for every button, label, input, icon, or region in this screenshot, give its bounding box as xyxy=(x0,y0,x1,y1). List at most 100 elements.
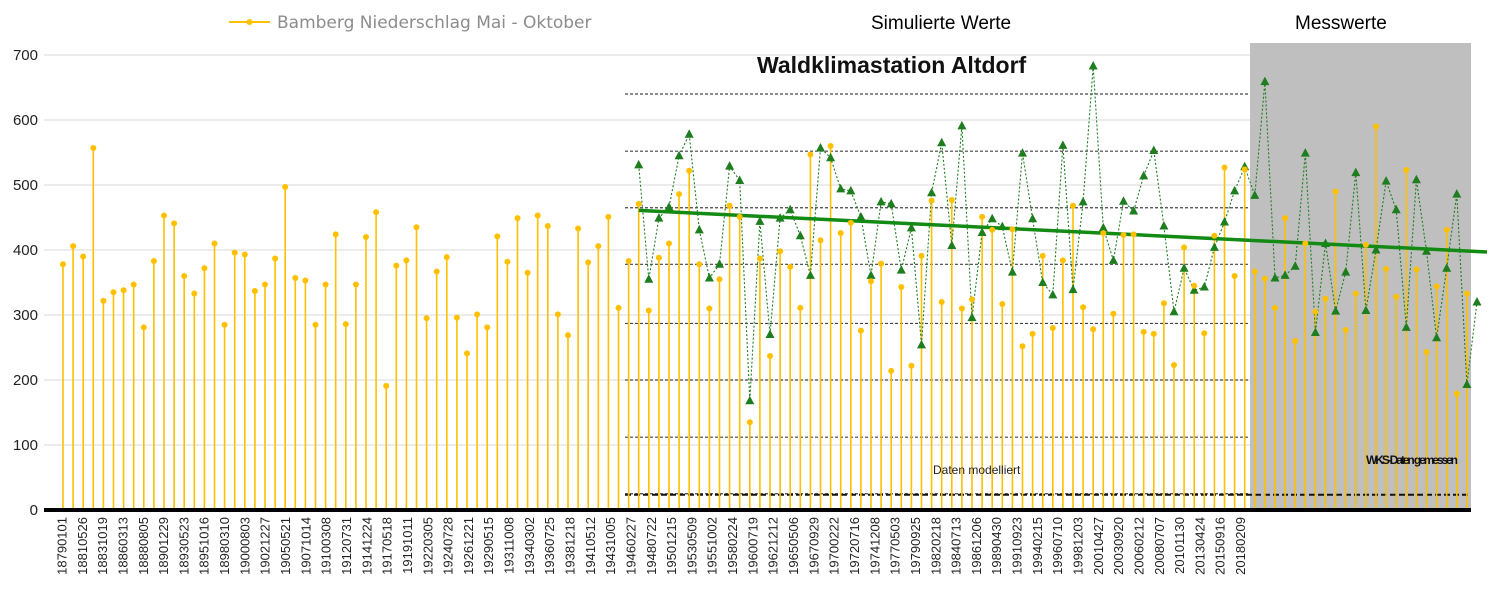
simulated-point xyxy=(937,137,947,147)
simulated-point xyxy=(957,120,967,130)
precip-point xyxy=(534,212,541,219)
precip-point xyxy=(1362,241,1369,248)
precip-point xyxy=(1423,349,1430,356)
simulated-point xyxy=(866,270,876,279)
simulated-point xyxy=(977,227,987,236)
precip-point xyxy=(888,367,895,374)
precip-point xyxy=(1120,232,1127,239)
simulated-point xyxy=(1058,140,1068,149)
simulated-point xyxy=(1179,263,1189,272)
y-tick-label: 300 xyxy=(13,307,38,324)
y-tick-label: 100 xyxy=(13,437,38,454)
precip-point xyxy=(302,277,309,284)
simulated-point xyxy=(1442,263,1452,272)
precip-point xyxy=(1453,390,1460,397)
x-tick-label: 19820218 xyxy=(928,517,943,575)
x-tick-label: 19600719 xyxy=(745,517,760,575)
x-tick-label: 18951016 xyxy=(197,517,212,575)
precip-point xyxy=(130,281,137,288)
precip-point xyxy=(1221,164,1228,171)
simulated-point xyxy=(1169,306,1179,316)
precip-point xyxy=(474,311,481,318)
x-tick-label: 19551002 xyxy=(705,517,720,575)
simulated-point xyxy=(987,213,997,223)
simulated-point xyxy=(715,259,724,268)
simulated-point xyxy=(896,265,906,274)
x-tick-label: 19621212 xyxy=(766,517,781,575)
precip-point xyxy=(1463,290,1470,297)
precip-point xyxy=(595,243,602,250)
precip-point xyxy=(696,261,703,268)
x-tick-label: 18860313 xyxy=(115,517,130,575)
x-tick-label: 19790925 xyxy=(908,517,923,575)
precip-point xyxy=(423,315,430,322)
y-tick-label: 600 xyxy=(13,112,38,129)
x-tick-label: 18831019 xyxy=(95,517,110,575)
simulated-point xyxy=(694,224,704,234)
precip-point xyxy=(1160,300,1167,307)
x-tick-label: 19261221 xyxy=(461,517,476,575)
simulated-point xyxy=(785,204,795,214)
precip-point xyxy=(171,220,178,227)
precip-point xyxy=(817,237,824,244)
precip-point xyxy=(625,258,632,265)
x-tick-label: 19141224 xyxy=(359,517,374,575)
precip-point xyxy=(1241,166,1248,173)
precip-point xyxy=(918,252,925,259)
simulated-point xyxy=(1220,217,1229,226)
simulated-point xyxy=(1018,148,1027,157)
precip-point xyxy=(878,260,885,267)
precip-point xyxy=(807,151,814,158)
simulated-point xyxy=(1199,282,1209,291)
x-tick-label: 19530509 xyxy=(684,517,699,575)
precip-point xyxy=(756,255,763,262)
trend-line-segment xyxy=(638,208,1488,254)
precip-point xyxy=(1181,244,1188,251)
x-tick-label: 19220305 xyxy=(420,517,435,575)
precip-point xyxy=(1049,325,1056,331)
simulated-point xyxy=(1361,305,1371,314)
precip-point xyxy=(120,287,127,294)
simulated-point xyxy=(654,213,664,222)
x-tick-label: 18880805 xyxy=(136,517,151,575)
precip-point xyxy=(676,191,683,198)
simulated-series xyxy=(634,61,1482,405)
x-tick-label: 19650506 xyxy=(786,517,801,575)
simulated-point xyxy=(634,159,644,169)
x-tick-label: 19021227 xyxy=(258,517,273,575)
precip-point xyxy=(181,273,188,279)
precip-point xyxy=(1332,188,1339,195)
overlay-title: Waldklimastation Altdorf xyxy=(757,52,1027,78)
precip-point xyxy=(666,240,672,247)
precip-point xyxy=(342,321,349,328)
simulated-point xyxy=(856,211,866,221)
x-tick-label: 19120731 xyxy=(339,517,354,575)
legend: Bamberg Niederschlag Mai - Oktober xyxy=(229,13,592,33)
simulated-point xyxy=(1189,285,1199,294)
precip-point xyxy=(80,253,87,260)
precip-point xyxy=(110,289,117,296)
x-tick-label: 19000803 xyxy=(237,517,252,575)
precip-point xyxy=(1029,330,1036,337)
simulated-point xyxy=(1230,185,1240,195)
simulated-point xyxy=(684,129,694,138)
precip-point xyxy=(433,268,440,275)
precip-point xyxy=(251,287,258,294)
precip-point xyxy=(1090,326,1097,333)
simulated-point xyxy=(1331,306,1341,315)
simulated-point xyxy=(1452,189,1462,198)
x-tick-label: 19770503 xyxy=(888,517,903,575)
precip-point xyxy=(908,362,915,369)
precip-point xyxy=(1282,215,1289,222)
simulated-point xyxy=(644,274,654,283)
simulated-point xyxy=(1341,267,1351,276)
precip-point xyxy=(898,284,905,291)
precip-point xyxy=(322,281,329,288)
precip-point xyxy=(1443,226,1450,233)
x-tick-label: 19191011 xyxy=(400,517,415,574)
precip-point xyxy=(352,281,359,288)
precip-point xyxy=(1211,232,1218,239)
precip-point xyxy=(565,332,571,339)
precip-point xyxy=(383,382,390,389)
simulated-point xyxy=(1108,255,1118,264)
